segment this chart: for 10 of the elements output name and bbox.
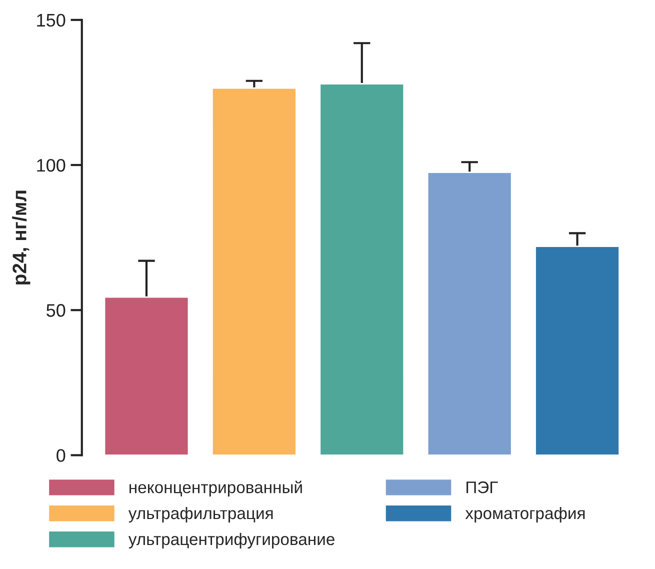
y-tick-label: 0 bbox=[56, 449, 66, 462]
legend-label: ультрацентрифугирование bbox=[128, 532, 334, 548]
y-tick-label: 50 bbox=[46, 304, 66, 317]
legend-label: неконцентрированный bbox=[130, 480, 302, 497]
y-tick-label: 150 bbox=[37, 14, 66, 27]
y-tick-label: 100 bbox=[37, 158, 66, 172]
legend-label: ПЭГ bbox=[466, 481, 498, 494]
legend-label: ультрафильтрация bbox=[128, 506, 273, 522]
legend-label: хроматография bbox=[465, 506, 585, 522]
y-axis-title: p24, нг/мл bbox=[12, 190, 30, 284]
